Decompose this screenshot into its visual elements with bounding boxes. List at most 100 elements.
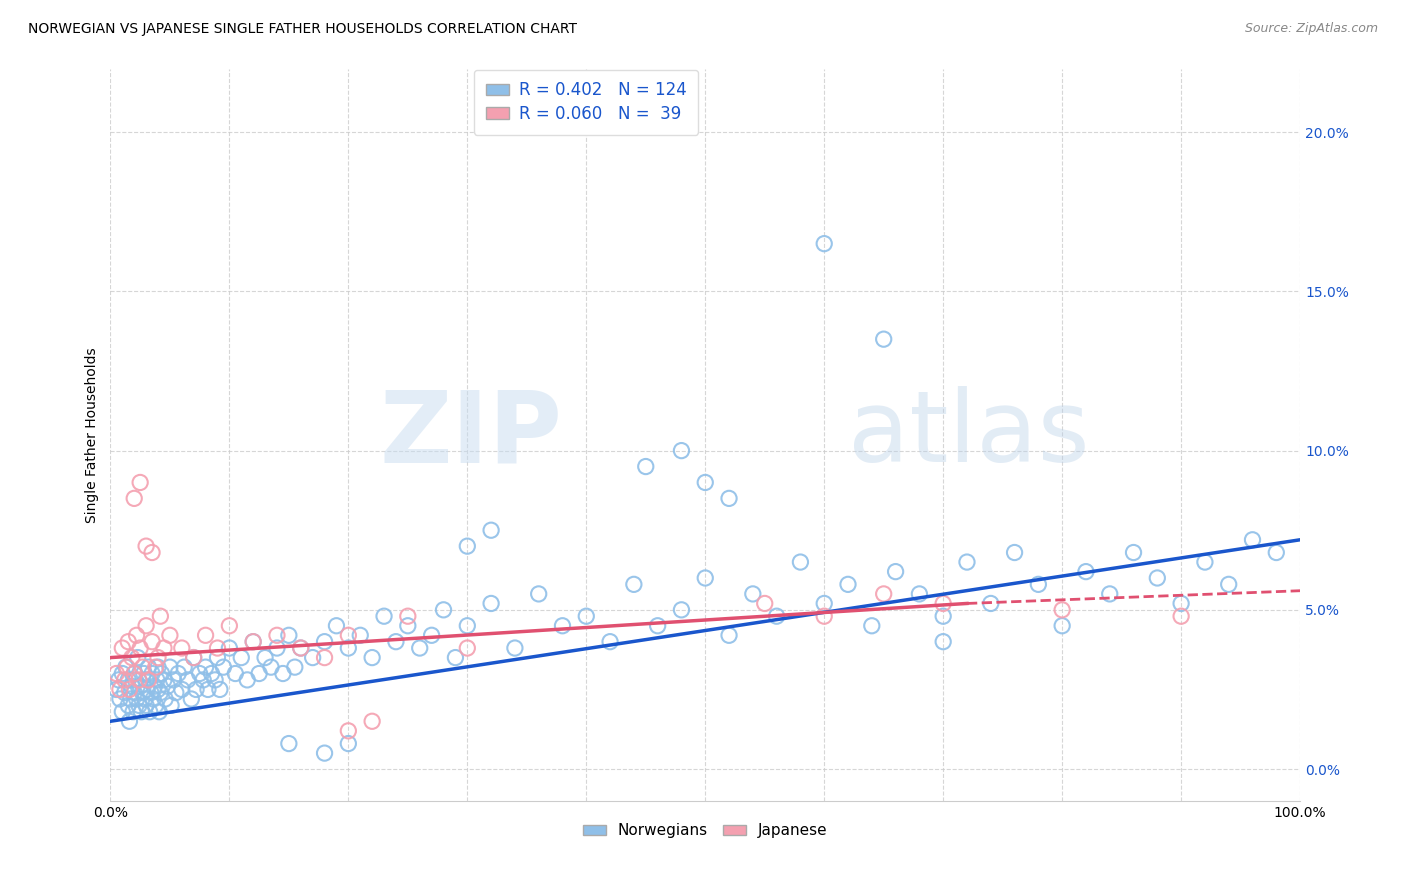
Point xyxy=(194,628,217,642)
Point xyxy=(129,641,152,656)
Point xyxy=(159,628,181,642)
Point xyxy=(138,660,160,674)
Point xyxy=(141,545,163,559)
Y-axis label: Single Father Households: Single Father Households xyxy=(86,347,100,523)
Point xyxy=(188,666,211,681)
Point xyxy=(503,641,526,656)
Point xyxy=(314,746,336,760)
Point xyxy=(932,597,955,611)
Point xyxy=(141,666,163,681)
Point xyxy=(156,679,179,693)
Point xyxy=(242,634,264,648)
Point xyxy=(107,673,129,687)
Point xyxy=(165,685,187,699)
Point xyxy=(115,660,138,674)
Point xyxy=(1241,533,1264,547)
Point xyxy=(142,692,165,706)
Point xyxy=(290,641,312,656)
Point xyxy=(671,603,693,617)
Point xyxy=(337,628,360,642)
Point xyxy=(634,459,657,474)
Point xyxy=(254,650,277,665)
Point xyxy=(204,673,226,687)
Point xyxy=(135,619,157,633)
Point xyxy=(1122,545,1144,559)
Point xyxy=(337,723,360,738)
Point xyxy=(159,660,181,674)
Point xyxy=(207,650,229,665)
Point xyxy=(325,619,347,633)
Point xyxy=(197,682,219,697)
Point xyxy=(183,650,205,665)
Point xyxy=(184,682,207,697)
Point xyxy=(337,737,360,751)
Point xyxy=(200,666,222,681)
Point xyxy=(153,673,176,687)
Point xyxy=(242,634,264,648)
Point xyxy=(1074,565,1097,579)
Point xyxy=(180,692,202,706)
Point xyxy=(1265,545,1288,559)
Point xyxy=(1194,555,1216,569)
Point xyxy=(135,698,157,713)
Point xyxy=(1050,603,1073,617)
Point xyxy=(765,609,787,624)
Point xyxy=(170,641,193,656)
Point xyxy=(1218,577,1240,591)
Point xyxy=(122,666,145,681)
Point xyxy=(695,571,717,585)
Point xyxy=(122,705,145,719)
Text: ZIP: ZIP xyxy=(380,386,562,483)
Point xyxy=(129,475,152,490)
Point xyxy=(128,698,150,713)
Point xyxy=(146,650,169,665)
Point xyxy=(132,666,155,681)
Point xyxy=(277,737,299,751)
Point xyxy=(193,673,215,687)
Point xyxy=(349,628,371,642)
Point xyxy=(153,692,176,706)
Point xyxy=(111,641,134,656)
Point xyxy=(149,685,172,699)
Point xyxy=(396,609,419,624)
Point xyxy=(115,660,138,674)
Point xyxy=(146,673,169,687)
Point xyxy=(118,714,141,729)
Point xyxy=(149,609,172,624)
Point xyxy=(266,628,288,642)
Point xyxy=(1170,597,1192,611)
Point xyxy=(141,634,163,648)
Point xyxy=(695,475,717,490)
Point xyxy=(1028,577,1050,591)
Point xyxy=(122,666,145,681)
Point xyxy=(218,641,240,656)
Point xyxy=(160,698,183,713)
Point xyxy=(980,597,1002,611)
Point xyxy=(135,673,157,687)
Point xyxy=(718,491,741,506)
Point xyxy=(148,705,170,719)
Point xyxy=(135,539,157,553)
Point xyxy=(1146,571,1168,585)
Point xyxy=(908,587,931,601)
Point xyxy=(551,619,574,633)
Point xyxy=(125,692,148,706)
Point xyxy=(409,641,432,656)
Point xyxy=(138,705,160,719)
Point xyxy=(456,619,478,633)
Point xyxy=(111,666,134,681)
Point xyxy=(183,650,205,665)
Point xyxy=(162,673,184,687)
Point xyxy=(212,660,235,674)
Point xyxy=(247,666,270,681)
Point xyxy=(129,679,152,693)
Text: atlas: atlas xyxy=(848,386,1090,483)
Point xyxy=(314,634,336,648)
Point xyxy=(837,577,859,591)
Point xyxy=(1170,609,1192,624)
Point xyxy=(1004,545,1026,559)
Point xyxy=(932,634,955,648)
Point xyxy=(277,628,299,642)
Point xyxy=(131,705,153,719)
Point xyxy=(194,660,217,674)
